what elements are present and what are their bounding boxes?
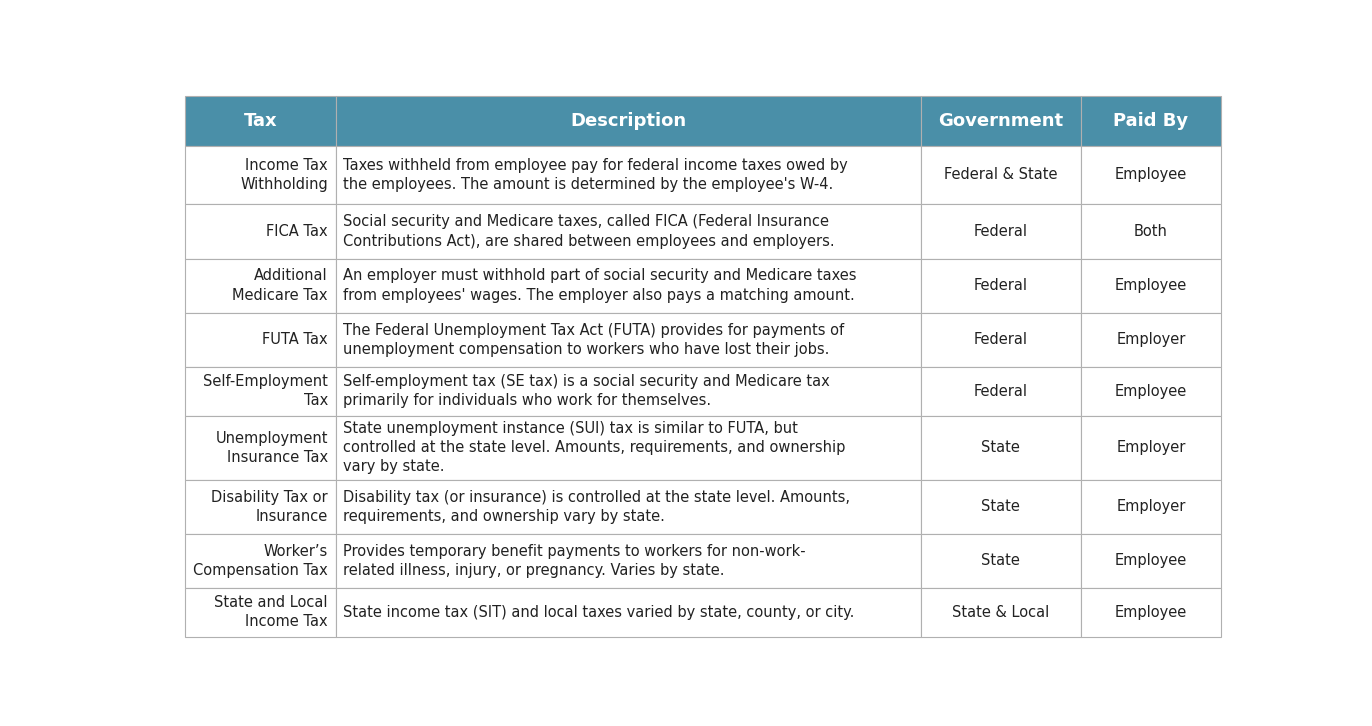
Bar <box>185 367 336 416</box>
Text: Social security and Medicare taxes, called FICA (Federal Insurance
Contributions: Social security and Medicare taxes, call… <box>343 214 836 248</box>
Bar <box>1081 145 1221 205</box>
Bar <box>336 588 921 637</box>
Text: FICA Tax: FICA Tax <box>266 224 328 239</box>
Bar <box>185 313 336 367</box>
Bar <box>185 588 336 637</box>
Text: Description: Description <box>569 112 686 130</box>
Bar <box>336 205 921 258</box>
Bar <box>921 480 1081 534</box>
Text: Worker’s
Compensation Tax: Worker’s Compensation Tax <box>193 544 328 578</box>
Bar <box>336 480 921 534</box>
Bar <box>336 313 921 367</box>
Text: Federal: Federal <box>974 224 1028 239</box>
Text: State: State <box>981 499 1021 514</box>
Bar <box>921 145 1081 205</box>
Text: Federal: Federal <box>974 278 1028 293</box>
Text: Federal & State: Federal & State <box>944 168 1058 182</box>
Bar <box>921 534 1081 588</box>
Bar <box>185 416 336 480</box>
Text: Paid By: Paid By <box>1114 112 1188 130</box>
Text: The Federal Unemployment Tax Act (FUTA) provides for payments of
unemployment co: The Federal Unemployment Tax Act (FUTA) … <box>343 322 844 356</box>
Bar <box>921 205 1081 258</box>
Bar <box>185 534 336 588</box>
Bar <box>185 145 336 205</box>
Bar <box>921 313 1081 367</box>
Bar <box>1081 534 1221 588</box>
Text: Employee: Employee <box>1115 168 1187 182</box>
Text: Employer: Employer <box>1117 499 1185 514</box>
Text: State income tax (SIT) and local taxes varied by state, county, or city.: State income tax (SIT) and local taxes v… <box>343 605 855 620</box>
Bar <box>1081 416 1221 480</box>
Bar <box>1081 480 1221 534</box>
Text: Provides temporary benefit payments to workers for non-work-
related illness, in: Provides temporary benefit payments to w… <box>343 544 805 578</box>
Text: Taxes withheld from employee pay for federal income taxes owed by
the employees.: Taxes withheld from employee pay for fed… <box>343 158 848 192</box>
Text: State & Local: State & Local <box>952 605 1050 620</box>
Bar <box>921 258 1081 313</box>
Text: Tax: Tax <box>244 112 277 130</box>
Text: Employee: Employee <box>1115 605 1187 620</box>
Text: Government: Government <box>938 112 1063 130</box>
Text: Self-Employment
Tax: Self-Employment Tax <box>203 374 328 408</box>
Bar <box>336 416 921 480</box>
Bar <box>336 367 921 416</box>
Text: Employer: Employer <box>1117 332 1185 347</box>
Text: Employee: Employee <box>1115 278 1187 293</box>
Bar <box>336 145 921 205</box>
Bar <box>921 367 1081 416</box>
Bar <box>185 205 336 258</box>
Bar <box>1081 313 1221 367</box>
Bar <box>185 480 336 534</box>
Text: Federal: Federal <box>974 384 1028 399</box>
Text: FUTA Tax: FUTA Tax <box>262 332 328 347</box>
Bar <box>336 97 921 145</box>
Bar <box>921 97 1081 145</box>
Bar <box>336 258 921 313</box>
Bar <box>336 534 921 588</box>
Text: Disability Tax or
Insurance: Disability Tax or Insurance <box>211 489 328 523</box>
Bar <box>1081 205 1221 258</box>
Text: Both: Both <box>1135 224 1168 239</box>
Bar <box>1081 258 1221 313</box>
Text: State unemployment instance (SUI) tax is similar to FUTA, but
controlled at the : State unemployment instance (SUI) tax is… <box>343 421 845 474</box>
Bar <box>1081 97 1221 145</box>
Text: Disability tax (or insurance) is controlled at the state level. Amounts,
require: Disability tax (or insurance) is control… <box>343 489 851 523</box>
Bar <box>185 258 336 313</box>
Bar <box>921 416 1081 480</box>
Text: Federal: Federal <box>974 332 1028 347</box>
Text: Employer: Employer <box>1117 440 1185 455</box>
Text: State: State <box>981 440 1021 455</box>
Text: An employer must withhold part of social security and Medicare taxes
from employ: An employer must withhold part of social… <box>343 269 858 303</box>
Bar <box>185 97 336 145</box>
Text: State: State <box>981 553 1021 568</box>
Text: Employee: Employee <box>1115 553 1187 568</box>
Bar <box>1081 588 1221 637</box>
Text: Unemployment
Insurance Tax: Unemployment Insurance Tax <box>215 431 328 465</box>
Text: Self-employment tax (SE tax) is a social security and Medicare tax
primarily for: Self-employment tax (SE tax) is a social… <box>343 374 830 408</box>
Bar <box>1081 367 1221 416</box>
Text: Income Tax
Withholding: Income Tax Withholding <box>240 158 328 192</box>
Text: Employee: Employee <box>1115 384 1187 399</box>
Text: Additional
Medicare Tax: Additional Medicare Tax <box>232 269 328 303</box>
Text: State and Local
Income Tax: State and Local Income Tax <box>214 595 328 629</box>
Bar <box>921 588 1081 637</box>
